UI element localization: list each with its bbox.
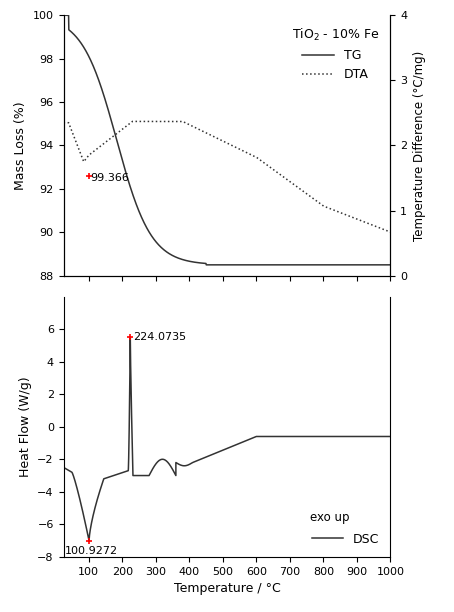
DTA [129, 118, 135, 125]
Line: DTA: DTA [64, 121, 390, 232]
TG [257, 261, 262, 269]
Text: 224.0735: 224.0735 [133, 332, 186, 343]
Legend: DSC: DSC [306, 528, 384, 551]
Text: 100.9272: 100.9272 [65, 546, 118, 556]
TG [199, 259, 204, 267]
TG [388, 261, 393, 269]
TG [203, 261, 209, 269]
DTA [388, 228, 393, 236]
DTA [201, 128, 206, 135]
TG [187, 258, 192, 265]
Legend: TG, DTA: TG, DTA [286, 21, 384, 86]
TG [131, 194, 137, 201]
DTA [118, 127, 123, 135]
DTA [61, 119, 66, 127]
X-axis label: Temperature / °C: Temperature / °C [173, 582, 281, 595]
TG [157, 242, 162, 250]
Y-axis label: Heat Flow (W/g): Heat Flow (W/g) [19, 376, 32, 477]
DTA [98, 142, 104, 149]
Text: exo up: exo up [310, 511, 350, 524]
Line: TG: TG [64, 15, 390, 265]
DTA [346, 212, 352, 220]
DTA [186, 121, 192, 128]
TG [100, 89, 105, 96]
Y-axis label: Temperature Difference (°C/mg): Temperature Difference (°C/mg) [413, 50, 426, 241]
Text: 99.366: 99.366 [90, 173, 129, 184]
TG [61, 12, 66, 19]
DTA [381, 226, 387, 233]
Y-axis label: Mass Loss (%): Mass Loss (%) [14, 101, 27, 190]
